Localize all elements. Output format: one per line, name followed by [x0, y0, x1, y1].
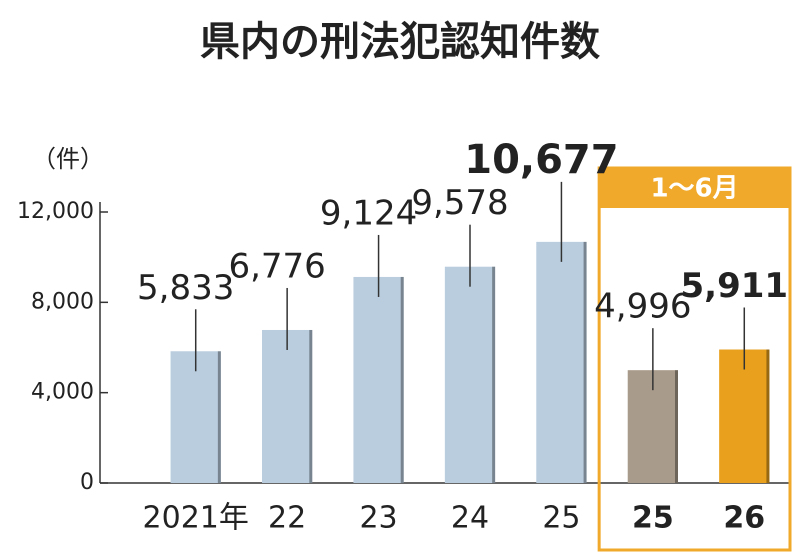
bar — [444, 266, 496, 483]
y-unit: （件） — [32, 145, 104, 173]
y-tick-label: 4,000 — [31, 380, 94, 405]
bar-shade — [492, 266, 496, 483]
y-tick-label: 0 — [80, 470, 94, 495]
x-tick-label: 23 — [359, 501, 397, 536]
bar — [170, 351, 221, 483]
bar-shade — [217, 351, 221, 483]
value-label: 5,911 — [681, 266, 789, 306]
bar — [536, 241, 587, 483]
bar — [262, 329, 313, 483]
x-tick-label: 24 — [451, 501, 489, 536]
x-tick-label: 25 — [632, 501, 674, 536]
bar-shade — [675, 370, 678, 483]
value-label: 9,578 — [411, 183, 508, 223]
x-tick-label: 2021年 — [143, 501, 249, 536]
period-label: 1〜6月 — [650, 174, 738, 204]
bar — [353, 276, 404, 483]
x-tick-label: 22 — [268, 501, 306, 536]
value-label: 4,996 — [594, 287, 691, 327]
bar-shade — [400, 276, 404, 483]
bar — [719, 349, 770, 483]
y-tick-label: 8,000 — [31, 289, 94, 314]
value-label: 5,833 — [137, 268, 234, 308]
period-header — [599, 168, 790, 208]
bar-shade — [766, 349, 770, 483]
x-tick-label: 25 — [542, 501, 580, 536]
y-tick-label: 12,000 — [17, 199, 94, 224]
value-label: 6,776 — [228, 246, 325, 286]
value-label: 10,677 — [464, 137, 618, 183]
value-label: 9,124 — [320, 193, 417, 233]
x-tick-label: 26 — [723, 501, 765, 536]
bar-shade — [309, 329, 313, 483]
bar-shade — [583, 241, 587, 483]
chart-title: 県内の刑法犯認知件数 — [200, 19, 600, 65]
